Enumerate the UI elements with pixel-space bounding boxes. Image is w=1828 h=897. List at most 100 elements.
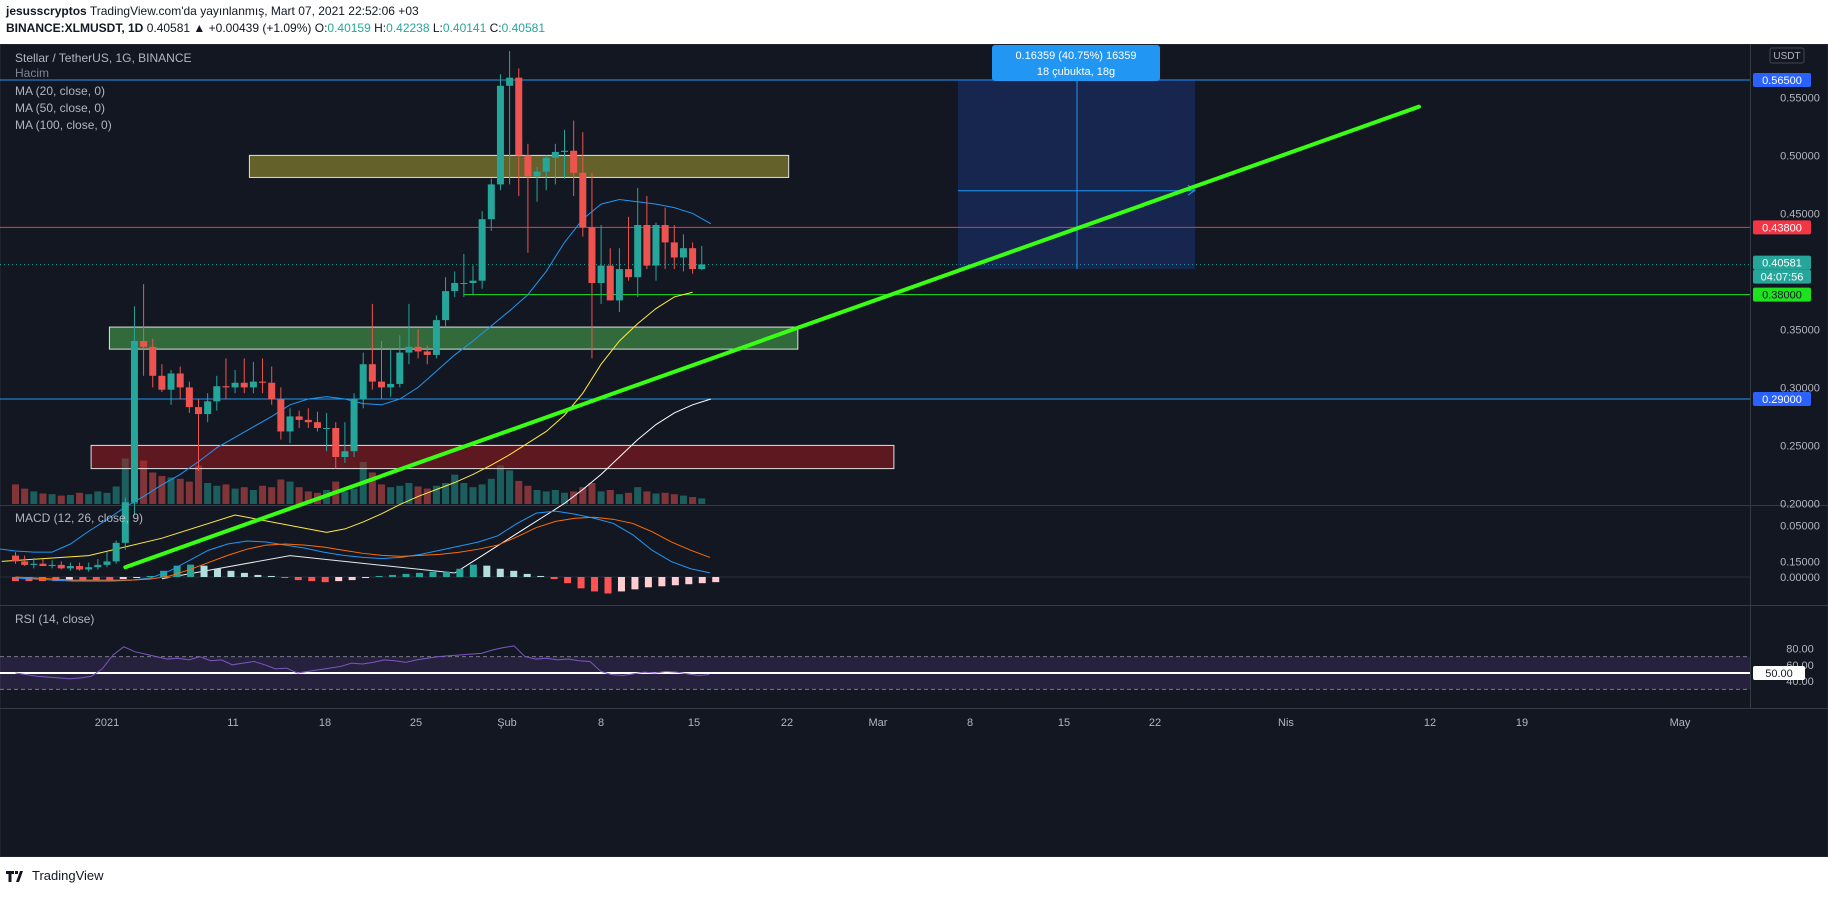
volume-bar [588, 483, 596, 504]
candle-body [94, 564, 102, 568]
volume-bar [368, 472, 376, 504]
zone-red [90, 444, 895, 470]
candle-body [487, 184, 495, 220]
candle-body [542, 157, 550, 172]
macd-histogram-bar [200, 565, 208, 577]
volume-bar [396, 485, 404, 504]
candle-body [185, 387, 193, 408]
macd-histogram-bar [496, 568, 504, 577]
low-label: L: [432, 21, 443, 35]
candle-body [30, 563, 38, 565]
price-label-text: 04:07:56 [1761, 272, 1804, 284]
candle-body [606, 265, 614, 301]
candle-body [103, 561, 111, 565]
macd-histogram-bar [92, 577, 100, 581]
macd-histogram-bar [537, 575, 545, 577]
candle-body [76, 566, 84, 570]
close-label: C: [489, 21, 502, 35]
candle-body [57, 564, 65, 569]
macd-histogram-bar [577, 577, 585, 589]
volume-bar [286, 481, 294, 504]
time-tick: 25 [410, 717, 422, 729]
time-tick: 18 [319, 717, 331, 729]
macd-histogram-bar [671, 577, 679, 586]
volume-bar [442, 483, 450, 504]
ohlc-header: BINANCE:XLMUSDT, 1D 0.40581 ▲ +0.00439 (… [6, 21, 545, 35]
open-label: O: [314, 21, 328, 35]
price-tick: 0.15000 [1780, 556, 1820, 568]
candle-body [634, 225, 642, 278]
time-tick: 11 [227, 717, 238, 729]
candle-body [414, 346, 422, 352]
trendline [123, 104, 1421, 570]
rsi-tick: 80.00 [1786, 643, 1814, 655]
candle-body [158, 375, 166, 390]
candle-body [350, 399, 358, 452]
macd-histogram-bar [79, 577, 87, 581]
volume-bar [387, 487, 395, 504]
macd-histogram-bar [294, 577, 302, 581]
volume-bar [460, 483, 468, 504]
volume-bar [277, 479, 285, 504]
macd-histogram-bar [335, 577, 343, 582]
macd-histogram-bar [267, 575, 275, 577]
candle-body [277, 399, 285, 432]
time-tick: May [1670, 717, 1691, 729]
chart-background [0, 44, 1828, 857]
price-label-text: 0.29000 [1762, 394, 1802, 406]
volume-bar [478, 484, 486, 504]
symbol-label: BINANCE:XLMUSDT, 1D [6, 21, 144, 35]
volume-bar [76, 492, 84, 504]
macd-histogram-bar [281, 577, 289, 579]
candle-body [39, 563, 47, 567]
candle-body [12, 555, 19, 562]
low-value: 0.40141 [442, 21, 487, 35]
price-label-text: 0.43800 [1762, 222, 1802, 234]
macd-histogram-bar [550, 577, 558, 580]
volume-bar [304, 491, 312, 504]
volume-bar [615, 494, 623, 504]
macd-signal-line [15, 516, 711, 581]
volume-bar [689, 497, 697, 504]
volume-bar [195, 465, 202, 504]
candle-body [295, 416, 303, 420]
volume-bar [625, 492, 633, 504]
measure-label-box [992, 45, 1160, 81]
last-price: 0.40581 [146, 21, 191, 35]
volume-bar [268, 487, 276, 504]
volume-bar [21, 488, 29, 504]
price-tick: 0.35000 [1780, 324, 1820, 336]
price-label-text: 0.40581 [1762, 258, 1802, 270]
author-name[interactable]: jesusscryptos [6, 4, 87, 18]
volume-bar [542, 491, 550, 504]
candle-body [85, 567, 93, 570]
candle-body [313, 422, 321, 428]
brand-label[interactable]: TradingView [32, 868, 104, 883]
macd-histogram-bar [375, 575, 383, 577]
price-tick: 0.30000 [1780, 382, 1820, 394]
candle-body [451, 283, 459, 292]
candle-body [387, 383, 395, 388]
candle-body [286, 416, 294, 432]
candle-body [21, 561, 29, 565]
volume-bar [48, 494, 56, 504]
volume-bar [670, 494, 678, 504]
legend-ma20: MA (20, close, 0) [15, 84, 105, 98]
open-value: 0.40159 [327, 21, 371, 35]
candle-body [121, 502, 129, 543]
volume-bar [405, 483, 413, 504]
macd-histogram-bar [106, 577, 114, 581]
volume-bar [661, 492, 669, 504]
price-label-box [1753, 73, 1811, 87]
volume-bar [423, 488, 431, 504]
price-tick: 0.20000 [1780, 498, 1820, 510]
price-change: ▲ +0.00439 (+1.09%) [193, 21, 312, 35]
price-label-text: 0.38000 [1762, 290, 1802, 302]
candle-body [597, 265, 605, 283]
volume-bar [66, 494, 74, 504]
chart-canvas[interactable]: 0.16359 (40.75%) 16359 18 çubukta, 18g Ste… [0, 44, 1828, 857]
candle-body [48, 564, 56, 567]
volume-bar [341, 491, 349, 504]
candle-body [698, 264, 706, 270]
candle-body [506, 77, 514, 86]
